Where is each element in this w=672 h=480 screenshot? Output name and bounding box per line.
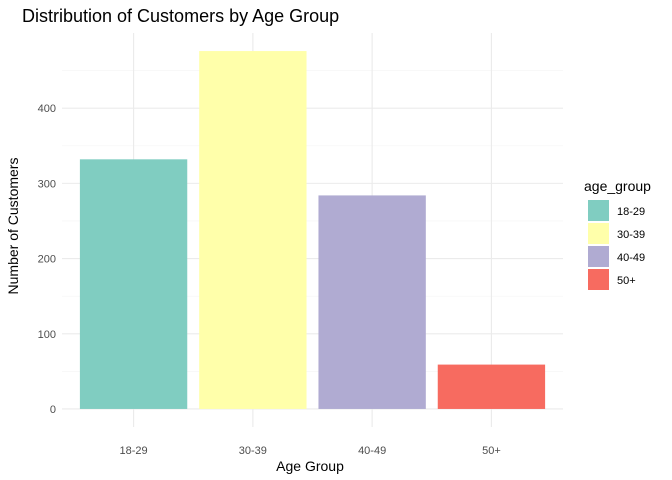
bar-30-39 xyxy=(199,51,307,409)
y-tick-label: 400 xyxy=(38,103,56,115)
y-tick-label: 300 xyxy=(38,178,56,190)
legend-swatch-40-49 xyxy=(588,246,609,267)
legend-label-18-29: 18-29 xyxy=(617,206,645,218)
x-tick-label: 40-49 xyxy=(358,445,386,457)
x-tick-label: 18-29 xyxy=(120,445,148,457)
y-tick-label: 200 xyxy=(38,254,56,266)
x-axis-tick-labels: 18-29 30-39 40-49 50+ xyxy=(120,445,501,457)
legend-label-30-39: 30-39 xyxy=(617,229,645,241)
bar-40-49 xyxy=(318,195,426,409)
legend-label-40-49: 40-49 xyxy=(617,252,645,264)
legend-swatch-50+ xyxy=(588,269,609,290)
y-axis-title: Number of Customers xyxy=(5,158,21,295)
legend-title: age_group xyxy=(584,178,651,194)
legend-swatch-18-29 xyxy=(588,200,609,221)
x-axis-title: Age Group xyxy=(276,458,344,474)
x-tick-label: 30-39 xyxy=(239,445,267,457)
y-tick-label: 100 xyxy=(38,329,56,341)
y-tick-label: 0 xyxy=(50,404,56,416)
bar-50+ xyxy=(437,364,546,409)
legend-swatch-30-39 xyxy=(588,223,609,244)
bars xyxy=(79,51,546,409)
legend-label-50+: 50+ xyxy=(617,275,636,287)
chart-title: Distribution of Customers by Age Group xyxy=(22,6,339,26)
x-tick-label: 50+ xyxy=(482,445,501,457)
y-axis-tick-labels: 0 100 200 300 400 xyxy=(38,103,56,416)
bar-18-29 xyxy=(79,159,188,409)
legend-items: 18-29 30-39 40-49 50+ xyxy=(588,200,645,290)
legend: age_group 18-29 30-39 40-49 50+ xyxy=(584,178,651,290)
